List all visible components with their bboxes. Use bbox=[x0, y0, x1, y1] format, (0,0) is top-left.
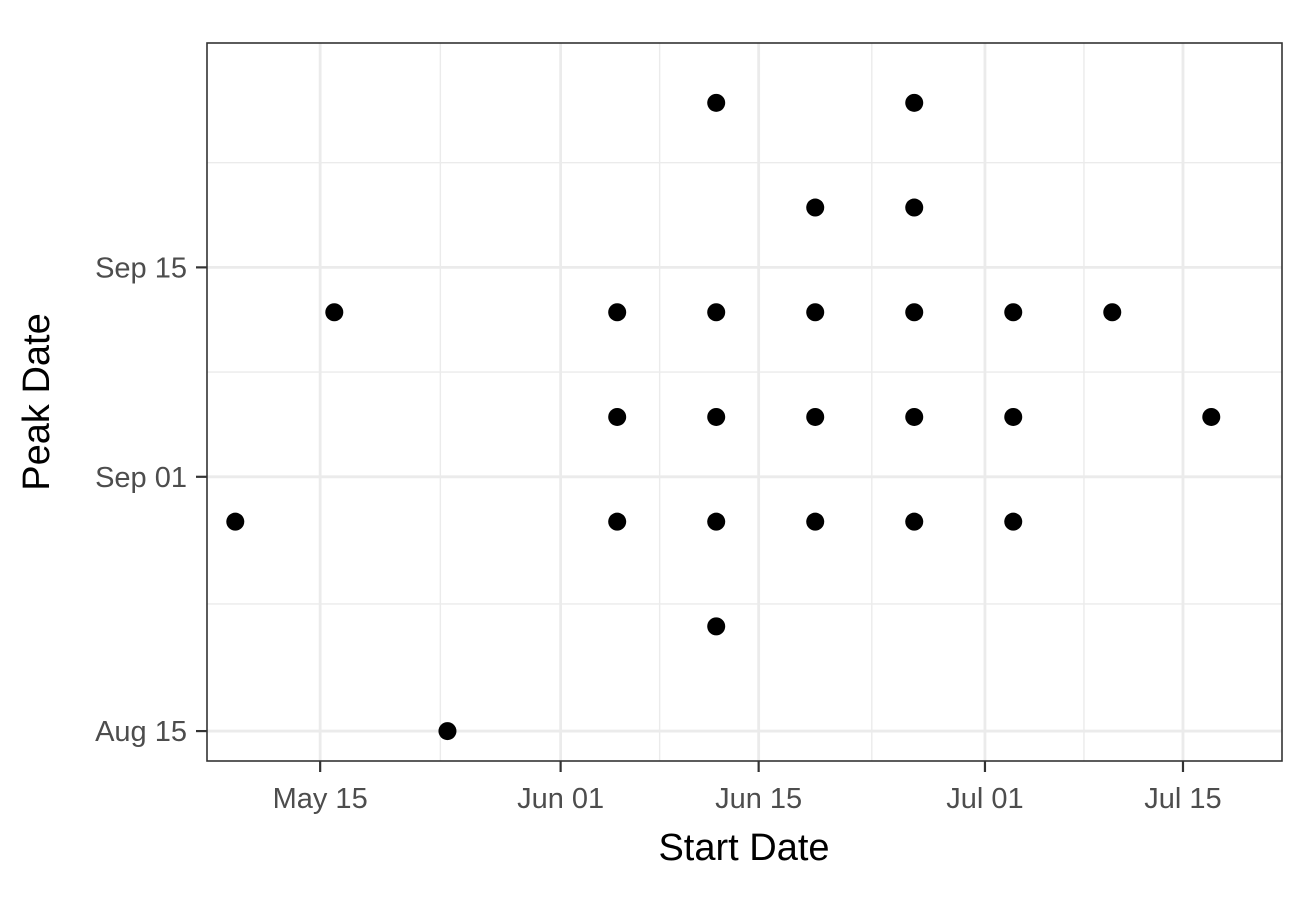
data-point bbox=[1103, 303, 1122, 322]
data-point bbox=[707, 407, 726, 426]
data-point bbox=[1004, 303, 1023, 322]
y-axis-ticks: Aug 15 Sep 01 Sep 15 bbox=[95, 252, 207, 748]
x-tick-label: Jun 15 bbox=[715, 783, 802, 815]
y-axis-title: Peak Date bbox=[16, 313, 58, 490]
x-tick-label: Jul 15 bbox=[1144, 783, 1221, 815]
y-tick-label: Sep 01 bbox=[95, 462, 187, 494]
data-point bbox=[905, 93, 924, 112]
data-point bbox=[1004, 512, 1023, 531]
data-point bbox=[707, 93, 726, 112]
data-point bbox=[806, 198, 825, 217]
x-axis-ticks: May 15 Jun 01 Jun 15 Jul 01 Jul 15 bbox=[273, 761, 1222, 815]
data-point bbox=[806, 303, 825, 322]
y-tick-label: Aug 15 bbox=[95, 716, 187, 748]
data-point bbox=[806, 512, 825, 531]
grid-lines bbox=[207, 43, 1282, 761]
data-point bbox=[707, 617, 726, 636]
data-point bbox=[905, 512, 924, 531]
data-point bbox=[707, 303, 726, 322]
panel-border bbox=[206, 42, 1283, 762]
data-point bbox=[608, 512, 627, 531]
data-point bbox=[226, 512, 245, 531]
x-tick-label: Jun 01 bbox=[517, 783, 604, 815]
data-point bbox=[806, 407, 825, 426]
data-point bbox=[905, 407, 924, 426]
data-point bbox=[905, 198, 924, 217]
data-point bbox=[1004, 407, 1023, 426]
data-point bbox=[1202, 407, 1221, 426]
data-point bbox=[438, 722, 457, 741]
data-point bbox=[608, 303, 627, 322]
data-point bbox=[707, 512, 726, 531]
x-tick-label: May 15 bbox=[273, 783, 368, 815]
y-tick-label: Sep 15 bbox=[95, 252, 187, 284]
x-tick-label: Jul 01 bbox=[946, 783, 1023, 815]
data-point bbox=[905, 303, 924, 322]
data-point bbox=[325, 303, 344, 322]
x-axis-title: Start Date bbox=[658, 827, 829, 869]
data-point bbox=[608, 407, 627, 426]
data-points bbox=[226, 93, 1221, 741]
